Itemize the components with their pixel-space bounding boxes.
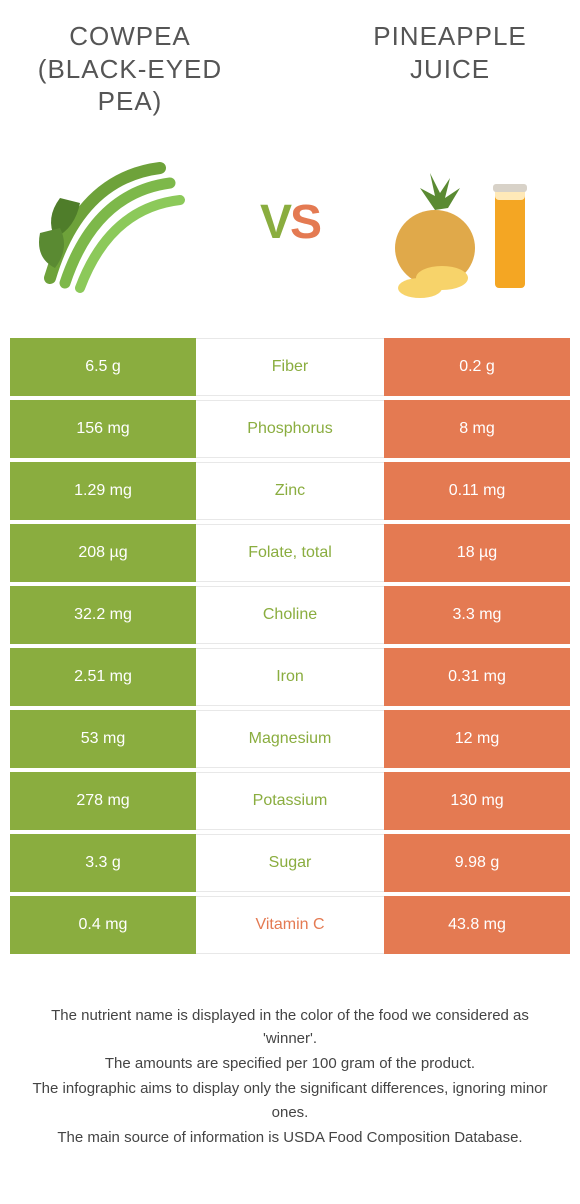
left-value: 278 mg (10, 772, 196, 830)
title-line: (BLACK-EYED (38, 54, 222, 84)
nutrient-label: Fiber (196, 338, 384, 396)
table-row: 1.29 mgZinc0.11 mg (10, 462, 570, 520)
right-value: 8 mg (384, 400, 570, 458)
nutrient-label: Vitamin C (196, 896, 384, 954)
table-row: 53 mgMagnesium12 mg (10, 710, 570, 768)
footnote-line: The nutrient name is displayed in the co… (28, 1004, 552, 1051)
title-line: JUICE (410, 54, 490, 84)
table-row: 156 mgPhosphorus8 mg (10, 400, 570, 458)
right-food-image (380, 138, 550, 308)
header: COWPEA (BLACK-EYED PEA) PINEAPPLE JUICE (10, 20, 570, 128)
right-value: 0.31 mg (384, 648, 570, 706)
nutrient-label: Sugar (196, 834, 384, 892)
left-value: 2.51 mg (10, 648, 196, 706)
right-value: 12 mg (384, 710, 570, 768)
left-value: 0.4 mg (10, 896, 196, 954)
table-row: 278 mgPotassium130 mg (10, 772, 570, 830)
footnote-line: The main source of information is USDA F… (28, 1126, 552, 1149)
left-value: 1.29 mg (10, 462, 196, 520)
table-row: 2.51 mgIron0.31 mg (10, 648, 570, 706)
right-value: 3.3 mg (384, 586, 570, 644)
left-value: 156 mg (10, 400, 196, 458)
nutrient-label: Iron (196, 648, 384, 706)
nutrient-label: Magnesium (196, 710, 384, 768)
table-row: 208 µgFolate, total18 µg (10, 524, 570, 582)
nutrient-label: Zinc (196, 462, 384, 520)
table-row: 3.3 gSugar9.98 g (10, 834, 570, 892)
footnotes: The nutrient name is displayed in the co… (10, 1004, 570, 1150)
images-row: VS (10, 128, 570, 338)
table-row: 0.4 mgVitamin C43.8 mg (10, 896, 570, 954)
nutrient-label: Choline (196, 586, 384, 644)
left-value: 32.2 mg (10, 586, 196, 644)
right-value: 0.2 g (384, 338, 570, 396)
vs-s: S (290, 196, 320, 249)
title-line: COWPEA (69, 21, 191, 51)
nutrient-label: Potassium (196, 772, 384, 830)
left-value: 6.5 g (10, 338, 196, 396)
vs-v: V (260, 196, 290, 249)
footnote-line: The amounts are specified per 100 gram o… (28, 1052, 552, 1075)
cowpea-icon (30, 138, 200, 308)
nutrient-label: Phosphorus (196, 400, 384, 458)
nutrient-label: Folate, total (196, 524, 384, 582)
right-value: 9.98 g (384, 834, 570, 892)
vs-label: VS (260, 195, 320, 250)
left-food-image (30, 138, 200, 308)
footnote-line: The infographic aims to display only the… (28, 1077, 552, 1124)
title-line: PINEAPPLE (373, 21, 527, 51)
table-row: 32.2 mgCholine3.3 mg (10, 586, 570, 644)
right-value: 43.8 mg (384, 896, 570, 954)
left-value: 53 mg (10, 710, 196, 768)
comparison-table: 6.5 gFiber0.2 g156 mgPhosphorus8 mg1.29 … (10, 338, 570, 954)
left-value: 3.3 g (10, 834, 196, 892)
right-value: 18 µg (384, 524, 570, 582)
title-line: PEA) (98, 86, 163, 116)
right-food-title: PINEAPPLE JUICE (350, 20, 550, 85)
left-food-title: COWPEA (BLACK-EYED PEA) (30, 20, 230, 118)
pineapple-juice-icon (380, 138, 550, 308)
right-value: 0.11 mg (384, 462, 570, 520)
table-row: 6.5 gFiber0.2 g (10, 338, 570, 396)
left-value: 208 µg (10, 524, 196, 582)
right-value: 130 mg (384, 772, 570, 830)
